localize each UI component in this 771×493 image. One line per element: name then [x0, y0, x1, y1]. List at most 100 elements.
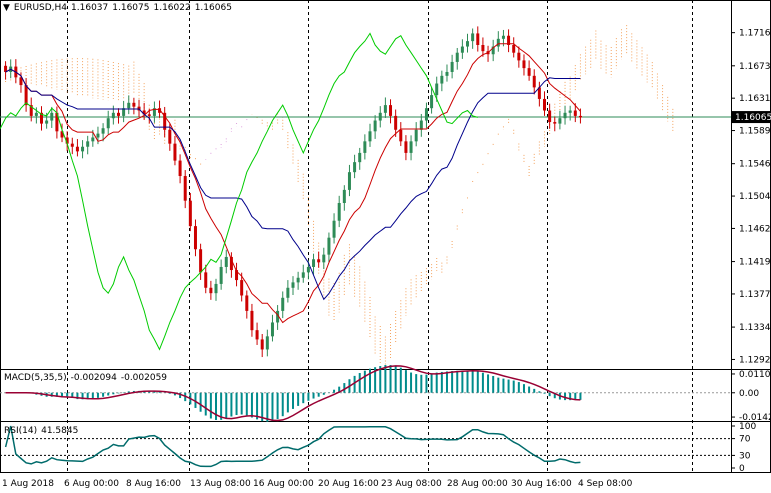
candle-body: [414, 129, 418, 142]
candle-body: [142, 110, 146, 115]
y-tick-label: 1.15890: [739, 127, 771, 137]
y-tick-label: 1.15040: [739, 192, 771, 202]
y-tick-label: 1.15460: [739, 160, 771, 170]
candle-body: [501, 35, 505, 39]
candle-body: [173, 143, 177, 161]
candle-body: [147, 114, 151, 116]
candle-body: [491, 46, 495, 55]
candle-body: [543, 98, 547, 111]
candle-body: [152, 108, 156, 116]
candle-body: [224, 256, 228, 267]
x-tick-label: 4 Sep 08:00: [578, 479, 633, 489]
candle-body: [332, 220, 336, 238]
candle-body: [91, 137, 95, 142]
candle-body: [435, 83, 439, 96]
candle-body: [394, 115, 398, 130]
candle-body: [24, 85, 28, 106]
candle-body: [55, 112, 59, 132]
open-value: 1.16037: [71, 3, 109, 13]
rsi-header: RSI(14) 41.5845: [4, 426, 82, 437]
candle-body: [281, 297, 285, 311]
x-tick-label: 1 Aug 2018: [2, 479, 54, 489]
x-tick-label: 28 Aug 00:00: [447, 479, 508, 489]
rsi-tick-label: 30: [739, 451, 751, 461]
candle-body: [214, 283, 218, 294]
candle-body: [39, 112, 43, 124]
main-header: ▼ EURUSD,H4 1.16037 1.16075 1.16022 1.16065: [3, 3, 236, 14]
candle-body: [127, 102, 131, 109]
candle-body: [306, 266, 310, 273]
macd-name: MACD(5,35,5): [4, 373, 67, 383]
candle-body: [430, 95, 434, 109]
candle-body: [106, 118, 110, 129]
y-tick-label: 1.16730: [739, 62, 771, 72]
candle-body: [168, 129, 172, 144]
candle-body: [507, 35, 511, 45]
macd-tick-label: 0.011021: [739, 370, 771, 380]
candle-body: [517, 52, 521, 61]
candle-body: [163, 112, 167, 130]
candle-body: [250, 310, 254, 331]
candle-body: [558, 118, 562, 124]
y-tick-label: 1.14620: [739, 224, 771, 234]
candle-body: [265, 336, 269, 350]
candle-body: [75, 146, 79, 152]
candle-body: [204, 272, 208, 288]
candle-body: [199, 249, 203, 273]
candle-body: [358, 152, 362, 163]
high-value: 1.16075: [112, 3, 150, 13]
dropdown-triangle-icon[interactable]: ▼: [3, 3, 10, 13]
candle-body: [276, 310, 280, 323]
candle-body: [399, 129, 403, 142]
x-tick-label: 23 Aug 08:00: [381, 479, 442, 489]
candle-body: [532, 75, 536, 88]
candle-body: [193, 226, 197, 250]
candle-body: [209, 287, 213, 294]
rsi-tick-label: 0: [739, 464, 745, 474]
macd-value-2: -0.002059: [120, 373, 168, 383]
candle-body: [424, 108, 428, 121]
candle-body: [481, 44, 485, 52]
macd-tick-label: -0.01423: [739, 413, 771, 423]
candle-body: [450, 61, 454, 72]
candle-body: [270, 322, 274, 337]
x-tick-label: 13 Aug 08:00: [190, 479, 251, 489]
candle-body: [440, 75, 444, 84]
macd-value-1: -0.002094: [70, 373, 117, 383]
candle-body: [96, 133, 100, 138]
candle-body: [50, 112, 54, 121]
candle-body: [476, 33, 480, 45]
candle-body: [34, 112, 38, 116]
candle-body: [4, 65, 8, 72]
candle-body: [455, 52, 459, 62]
candle-body: [70, 143, 74, 147]
candle-body: [235, 270, 239, 281]
candle-body: [45, 120, 49, 124]
candle-body: [378, 112, 382, 121]
candle-body: [363, 141, 367, 153]
rsi-value: 41.5845: [41, 426, 79, 436]
candle-body: [445, 71, 449, 76]
candle-body: [81, 146, 85, 152]
kijun-line: [5, 68, 581, 301]
candle-body: [337, 202, 341, 221]
x-tick-label: 16 Aug 00:00: [253, 479, 314, 489]
y-tick-label: 1.17160: [739, 29, 771, 39]
candle-body: [132, 102, 136, 107]
chart-frame: [0, 0, 771, 473]
candle-body: [219, 266, 223, 284]
candle-body: [368, 131, 372, 142]
candle-body: [553, 122, 557, 124]
candle-body: [327, 237, 331, 255]
rsi-tick-label: 100: [739, 422, 756, 432]
rsi-tick-label: 70: [739, 435, 751, 445]
candle-body: [260, 339, 264, 350]
candle-body: [347, 172, 351, 190]
candle-body: [296, 277, 300, 283]
candle-body: [460, 46, 464, 53]
candle-body: [229, 256, 233, 271]
candle-body: [548, 110, 552, 123]
y-tick-label: 1.14190: [739, 258, 771, 268]
